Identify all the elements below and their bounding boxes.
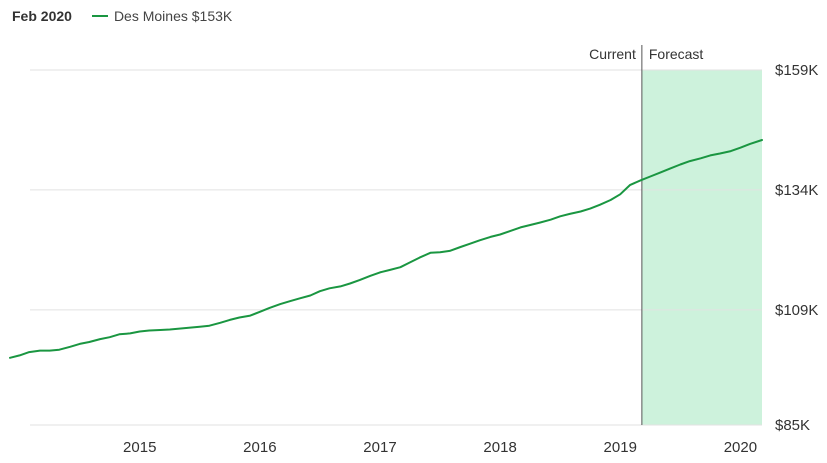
forecast-region bbox=[641, 70, 762, 425]
legend-swatch bbox=[91, 15, 108, 17]
y-axis-ticks: $85K $109K $134K $159K bbox=[775, 62, 818, 434]
legend-label: Des Moines $153K bbox=[113, 8, 233, 24]
x-axis-ticks: 2015 2016 2017 2018 2019 2020 bbox=[123, 439, 757, 456]
x-tick-label: 2015 bbox=[123, 439, 156, 456]
x-tick-label: 2016 bbox=[243, 439, 276, 456]
forecast-label: Forecast bbox=[649, 46, 704, 62]
x-tick-label: 2020 bbox=[724, 439, 757, 456]
current-label: Current bbox=[589, 46, 636, 62]
y-tick-label: $109K bbox=[775, 302, 818, 319]
chart-header: Feb 2020 Des Moines $153K bbox=[12, 6, 232, 26]
x-tick-label: 2017 bbox=[363, 439, 396, 456]
y-tick-label: $85K bbox=[775, 417, 810, 434]
gridlines bbox=[30, 69, 762, 426]
y-tick-label: $134K bbox=[775, 182, 818, 199]
period-label: Feb 2020 bbox=[12, 8, 72, 24]
x-tick-label: 2019 bbox=[604, 439, 637, 456]
series-line-des-moines[interactable] bbox=[9, 139, 763, 359]
y-tick-label: $159K bbox=[775, 62, 818, 79]
legend-item-des-moines[interactable]: Des Moines $153K bbox=[91, 8, 233, 24]
x-tick-label: 2018 bbox=[483, 439, 516, 456]
